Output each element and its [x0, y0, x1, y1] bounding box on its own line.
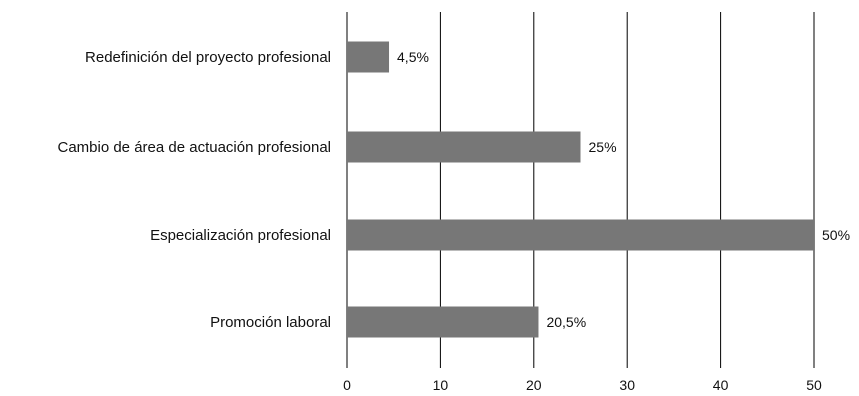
- bar: [347, 41, 390, 73]
- bar: [347, 219, 814, 251]
- value-labels: 4,5% 25% 50% 20,5%: [397, 49, 850, 330]
- category-label: Promoción laboral: [210, 314, 331, 331]
- x-tick-label: 0: [343, 377, 351, 393]
- x-tick-labels: 0 10 20 30 40 50: [343, 377, 822, 393]
- bars: [347, 41, 814, 338]
- x-tick-label: 40: [713, 377, 729, 393]
- x-tick-label: 50: [806, 377, 822, 393]
- category-label: Especialización profesional: [150, 227, 331, 244]
- x-tick-label: 30: [619, 377, 635, 393]
- value-label: 25%: [589, 139, 617, 155]
- x-tick-label: 20: [526, 377, 542, 393]
- bar: [347, 131, 581, 163]
- bar: [347, 306, 539, 338]
- category-label: Redefinición del proyecto profesional: [85, 49, 331, 66]
- category-label: Cambio de área de actuación profesional: [57, 139, 331, 156]
- value-label: 20,5%: [546, 314, 586, 330]
- category-labels: Redefinición del proyecto profesional Cam…: [57, 49, 331, 331]
- value-label: 4,5%: [397, 49, 429, 65]
- value-label: 50%: [822, 227, 850, 243]
- x-tick-label: 10: [433, 377, 449, 393]
